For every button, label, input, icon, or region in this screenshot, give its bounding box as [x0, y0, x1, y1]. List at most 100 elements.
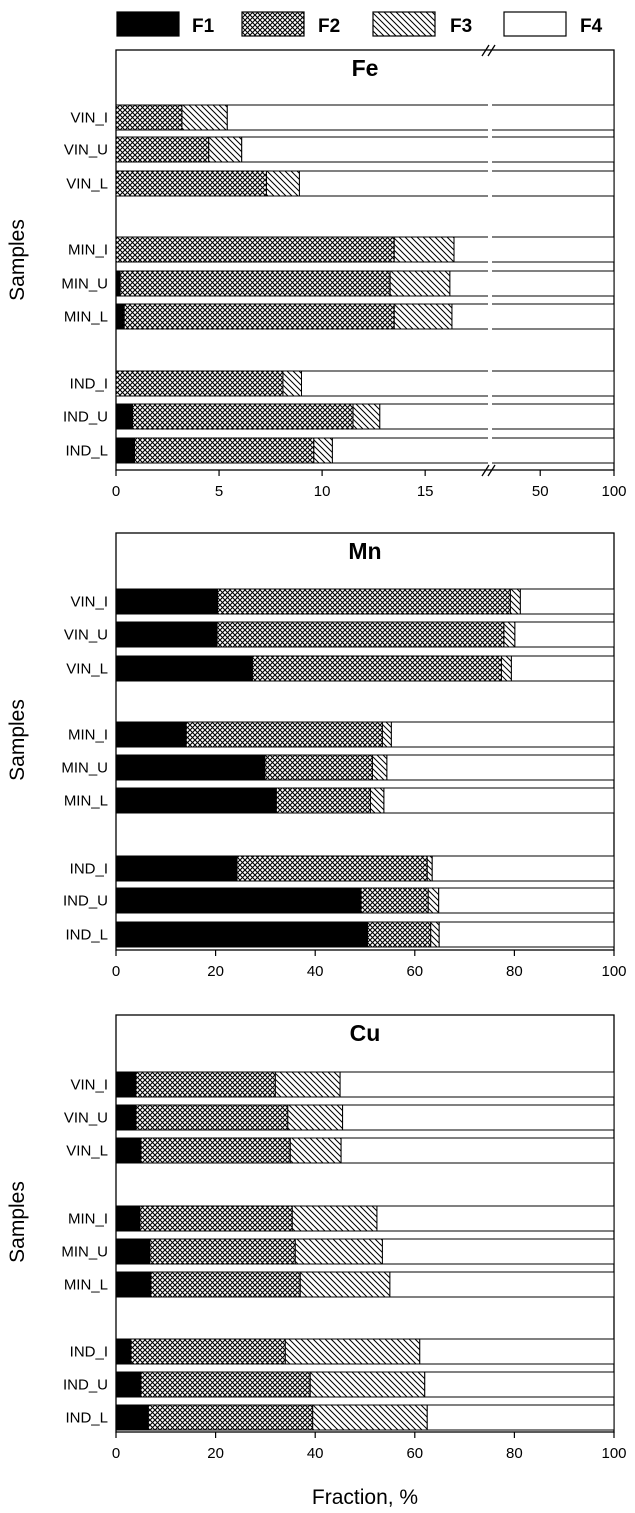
bar-f2-vin-i [136, 1072, 275, 1097]
category-label: VIN_U [64, 142, 108, 159]
bar-f1-min-u [116, 1239, 150, 1264]
bar-f2-vin-i [218, 589, 511, 614]
bar-f4-vin-u [515, 622, 614, 647]
bar-f2-ind-u [141, 1372, 310, 1397]
bar-f1-ind-u [116, 1372, 141, 1397]
bar-f3-min-i [394, 237, 454, 262]
bar-f3-ind-u [310, 1372, 425, 1397]
x-tick-label: 40 [307, 1445, 324, 1462]
bar-f3-min-l [370, 788, 383, 813]
bar-f2-vin-u [136, 1105, 288, 1130]
bar-f3-min-u [372, 755, 386, 780]
bar-f4-vin-l [511, 656, 614, 681]
category-label: VIN_U [64, 627, 108, 644]
bar-f1-vin-i [116, 589, 218, 614]
legend-swatch-f4 [504, 12, 566, 36]
panel-cu: Cu Samples VIN_I VIN_U VIN_L MIN_I MIN_U MIN_L I… [6, 1015, 627, 1462]
category-label: MIN_L [64, 309, 108, 326]
x-tick-label: 100 [601, 1445, 626, 1462]
panel-mn: Mn Samples VIN_I VIN_U VIN_L MIN_I MIN_U MIN_L I… [6, 533, 627, 980]
x-tick-label: 15 [417, 483, 434, 500]
bar-f3-ind-i [427, 856, 432, 881]
chart-panels: Fe Samples VIN_I VIN_U VIN_L MIN_I MIN_U MIN_L I… [6, 45, 627, 1462]
bar-f4-vin-i [227, 105, 614, 130]
category-label: IND_U [63, 893, 108, 910]
bar-f4-vin-l [299, 171, 614, 196]
bar-f2-ind-i [237, 856, 427, 881]
bar-f1-ind-l [116, 438, 135, 463]
bar-f2-min-u [120, 271, 390, 296]
panel-fe: Fe Samples VIN_I VIN_U VIN_L MIN_I MIN_U MIN_L I… [6, 45, 627, 500]
category-label: IND_U [63, 409, 108, 426]
bar-f1-min-l [116, 304, 124, 329]
bar-f2-vin-l [116, 171, 266, 196]
bar-f1-vin-u [116, 1105, 136, 1130]
category-label: MIN_I [68, 242, 108, 259]
bar-f3-vin-l [266, 171, 299, 196]
x-tick-label: 20 [207, 1445, 224, 1462]
category-label: IND_I [70, 376, 108, 393]
bar-f4-min-l [452, 304, 614, 329]
category-label: MIN_L [64, 793, 108, 810]
bar-f1-ind-l [116, 1405, 148, 1430]
bar-f2-min-i [140, 1206, 292, 1231]
x-tick-label: 0 [112, 963, 120, 980]
category-label: VIN_U [64, 1110, 108, 1127]
bar-f2-min-l [276, 788, 370, 813]
bar-f3-ind-l [431, 922, 439, 947]
bar-f1-min-l [116, 788, 276, 813]
bar-f3-vin-i [182, 105, 227, 130]
x-tick-label: 40 [307, 963, 324, 980]
bar-f4-min-u [387, 755, 614, 780]
bar-f3-min-u [295, 1239, 382, 1264]
bar-f4-ind-l [427, 1405, 614, 1430]
bar-f2-ind-l [367, 922, 430, 947]
bar-f1-ind-u [116, 888, 361, 913]
category-label: VIN_I [70, 594, 108, 611]
bar-f1-vin-i [116, 1072, 136, 1097]
bar-f2-vin-l [141, 1138, 290, 1163]
bar-f2-vin-l [252, 656, 501, 681]
bar-f2-vin-u [116, 137, 209, 162]
bar-f3-min-l [300, 1272, 390, 1297]
bar-f4-min-i [377, 1206, 614, 1231]
category-label: VIN_I [70, 1077, 108, 1094]
bar-f1-min-i [116, 1206, 140, 1231]
chart-title: Cu [350, 1020, 381, 1046]
bar-f4-ind-l [439, 922, 614, 947]
bar-f3-ind-u [353, 404, 380, 429]
x-tick-label: 60 [406, 1445, 423, 1462]
chart-title: Mn [348, 538, 381, 564]
bar-f2-min-u [150, 1239, 295, 1264]
category-label: VIN_L [66, 661, 108, 678]
x-tick-label: 0 [112, 1445, 120, 1462]
category-label: MIN_I [68, 727, 108, 744]
bar-f3-min-i [382, 722, 391, 747]
bar-f3-ind-i [283, 371, 302, 396]
category-label: MIN_U [61, 1244, 108, 1261]
bar-f4-min-l [384, 788, 614, 813]
x-tick-label: 100 [601, 963, 626, 980]
legend-label-f4: F4 [580, 16, 603, 37]
bar-f3-vin-l [501, 656, 511, 681]
x-axis-label: Fraction, % [312, 1486, 418, 1509]
bar-f3-min-i [292, 1206, 377, 1231]
bar-f2-min-l [124, 304, 394, 329]
bar-f4-ind-i [432, 856, 614, 881]
bar-f4-ind-l [332, 438, 614, 463]
category-label: IND_U [63, 1377, 108, 1394]
bar-f3-ind-u [428, 888, 438, 913]
legend-label-f1: F1 [192, 16, 215, 37]
x-tick-label: 80 [506, 963, 523, 980]
category-label: IND_L [65, 1410, 108, 1427]
bar-f2-min-u [265, 755, 373, 780]
bar-f4-ind-u [425, 1372, 614, 1397]
legend: F1 F2 F3 F4 [117, 12, 603, 37]
bar-f4-vin-l [341, 1138, 614, 1163]
bar-f4-vin-u [343, 1105, 614, 1130]
category-label: IND_I [70, 1344, 108, 1361]
x-tick-label: 5 [215, 483, 223, 500]
bar-f1-min-i [116, 722, 186, 747]
bar-f3-vin-i [510, 589, 520, 614]
x-tick-label: 10 [314, 483, 331, 500]
